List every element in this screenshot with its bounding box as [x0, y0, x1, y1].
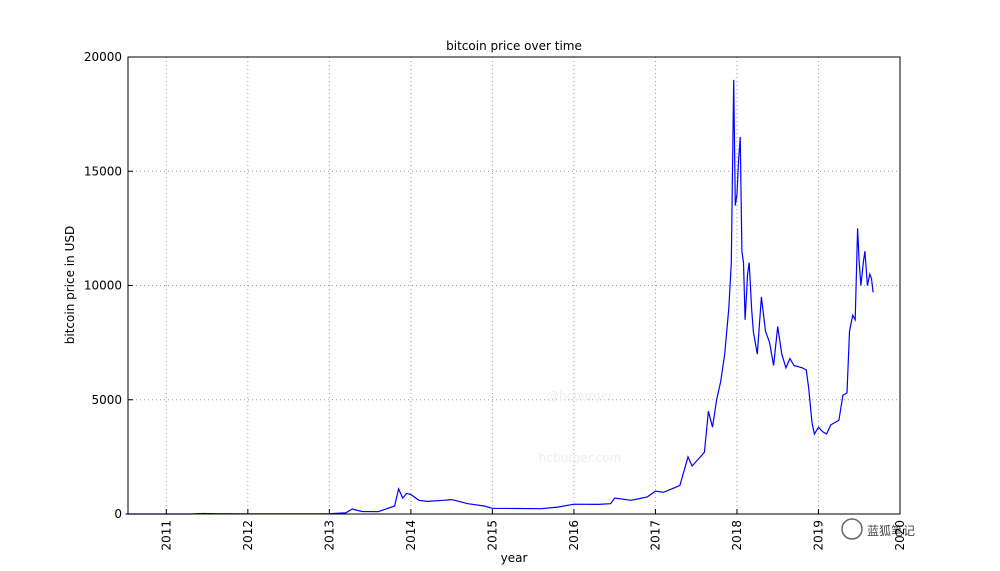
- y-tick-label: 5000: [91, 393, 122, 407]
- x-tick-label: 2017: [648, 520, 662, 551]
- price-line: [125, 79, 874, 515]
- y-tick-label: 10000: [84, 279, 122, 293]
- watermark: 蓝狐笔记: [867, 523, 915, 538]
- y-tick-label: 20000: [84, 50, 122, 64]
- watermark: hcburger.com: [539, 451, 621, 465]
- x-tick-label: 2018: [730, 520, 744, 551]
- y-axis-label: bitcoin price in USD: [63, 226, 77, 344]
- x-tick-label: 2012: [241, 520, 255, 551]
- x-tick-label: 2013: [322, 520, 336, 551]
- x-tick-label: 2014: [404, 520, 418, 551]
- x-tick-label: 2016: [567, 520, 581, 551]
- watermark: @hcburger: [547, 389, 613, 403]
- x-tick-label: 2011: [159, 520, 173, 551]
- x-axis-label: year: [501, 551, 528, 565]
- x-tick-label: 2015: [485, 520, 499, 551]
- plot-frame: [127, 56, 901, 515]
- x-tick-label: 2020: [893, 520, 907, 551]
- y-tick-label: 0: [114, 507, 122, 521]
- y-tick-label: 15000: [84, 164, 122, 178]
- chart-title: bitcoin price over time: [446, 39, 582, 53]
- logo-icon: [841, 518, 863, 540]
- x-tick-label: 2019: [811, 520, 825, 551]
